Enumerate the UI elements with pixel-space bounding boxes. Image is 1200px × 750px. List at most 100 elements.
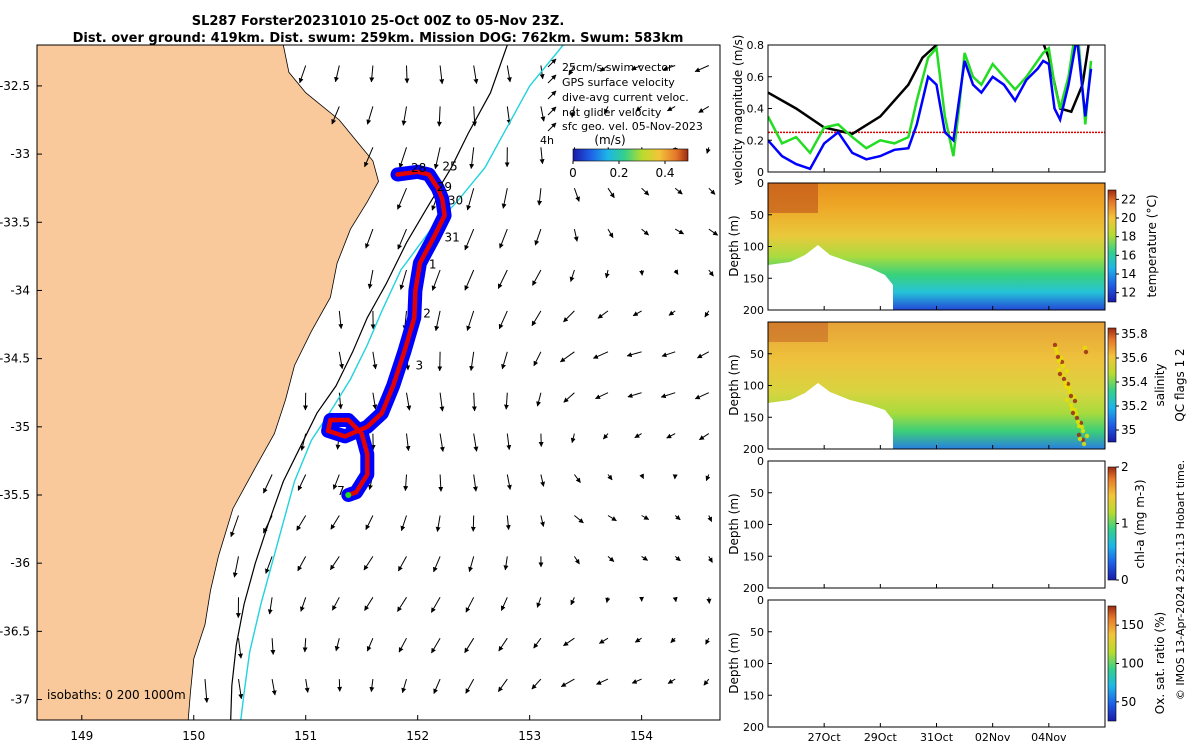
qc-flags-label: QC flags 1 2	[1173, 348, 1187, 421]
geo-velocity-arrow	[598, 637, 609, 644]
geo-velocity-arrow	[498, 310, 508, 330]
qc-flag-dot	[1080, 428, 1086, 434]
geo-velocity-arrow	[534, 228, 542, 246]
geo-velocity-arrow	[708, 719, 709, 720]
velocity-y-tick-label: 0.4	[747, 103, 765, 116]
geo-velocity-arrow	[365, 228, 374, 249]
geo-velocity-arrow	[400, 515, 407, 532]
colorbar-tick-label: 100	[1121, 657, 1144, 671]
qc-flag-dot	[1081, 441, 1087, 447]
geo-velocity-arrow	[435, 515, 441, 532]
qc-flag-dot	[1064, 368, 1070, 374]
geo-velocity-arrow	[506, 65, 512, 83]
qc-flag-dot	[1076, 432, 1082, 438]
geo-velocity-arrow	[631, 678, 642, 684]
geo-velocity-arrow	[505, 515, 511, 531]
qc-flag-dot	[1057, 371, 1063, 377]
geo-velocity-arrow	[596, 678, 609, 685]
geo-velocity-arrow	[597, 310, 609, 319]
geo-velocity-arrow	[397, 597, 407, 612]
geo-velocity-arrow	[497, 678, 508, 693]
geo-velocity-arrow	[434, 310, 441, 332]
qc-flag-dots	[1052, 342, 1090, 447]
geo-velocity-arrow	[363, 556, 374, 571]
geo-velocity-arrow	[563, 310, 575, 323]
temperature-y-ticks: 0 50 100 150 200	[743, 177, 772, 317]
legend-gps-label: GPS surface velocity	[562, 76, 675, 89]
legend-dive-label: dive-avg current veloc.	[562, 91, 689, 104]
geo-velocity-arrow	[537, 188, 543, 206]
geo-velocity-arrow	[660, 392, 676, 399]
geo-velocity-arrow	[632, 310, 642, 317]
geo-velocity-arrow	[531, 310, 542, 327]
temperature-colorbar	[1107, 189, 1117, 303]
map-y-tick-label: -34	[10, 283, 30, 297]
geo-velocity-arrow	[271, 679, 277, 696]
oxygen-frame	[767, 599, 1106, 728]
qc-flag-dot	[1067, 389, 1073, 395]
geo-velocity-arrow	[627, 392, 642, 398]
day-label: 2	[423, 307, 431, 321]
geo-velocity-arrow	[531, 678, 542, 690]
chla-frame	[767, 460, 1106, 589]
map-y-tick-label: -37	[10, 693, 30, 707]
geo-velocity-arrow	[540, 474, 546, 487]
geo-velocity-arrow	[607, 515, 617, 522]
velocity-y-tick-label: 0.8	[747, 39, 765, 52]
colorbar-tick-label: 35.4	[1121, 375, 1148, 389]
geo-velocity-arrow	[299, 597, 307, 612]
map-frame	[36, 44, 721, 721]
geo-velocity-arrow	[468, 556, 475, 573]
colorbar-tick-label: 35.8	[1121, 327, 1148, 341]
geo-velocity-arrow	[469, 147, 475, 169]
colorbar-tick-label: 0	[1121, 573, 1129, 587]
isobath-200m	[240, 45, 564, 720]
velocity-y-tick-label: 0.2	[747, 134, 765, 147]
geo-velocity-arrow	[698, 105, 710, 113]
geo-velocity-arrow	[673, 269, 679, 275]
geo-velocity-arrow	[433, 147, 441, 170]
qc-flag-dot	[1063, 384, 1069, 390]
salinity-colorbar-ticks: 35 35.2 35.4 35.6 35.8	[1116, 327, 1148, 437]
geo-velocity-arrow	[708, 269, 714, 277]
geo-velocity-arrow	[705, 637, 710, 645]
geo-velocity-arrow	[430, 597, 441, 613]
geo-velocity-arrow	[272, 719, 273, 720]
map-colorbar-tick-label: 0	[569, 166, 577, 180]
map-y-tick-label: -35	[10, 420, 30, 434]
geo-velocity-arrow	[632, 719, 642, 720]
imos-footer: © IMOS 13-Apr-2024 23:21:13 Hobart time.	[1174, 460, 1187, 700]
legend-swim-label: 25cm/s swim vector	[562, 61, 673, 74]
geo-velocity-arrow	[706, 597, 712, 604]
geo-velocity-arrow	[641, 515, 650, 520]
velocity-series	[768, 45, 1093, 171]
geo-velocity-arrow	[504, 392, 509, 410]
velocity-y-tick-label: 0.6	[747, 71, 765, 84]
geo-velocity-arrow	[338, 351, 344, 370]
geo-velocity-arrow	[704, 310, 710, 318]
map-x-ticks: 149 150 151 152 153 154	[70, 715, 653, 743]
qc-flag-dot	[1077, 436, 1083, 442]
salinity-colorbar	[1107, 327, 1117, 443]
geo-velocity-arrow	[639, 269, 645, 276]
geo-velocity-arrow	[329, 556, 340, 571]
geo-velocity-arrow	[568, 65, 575, 76]
geo-velocity-arrow	[631, 65, 642, 71]
geo-velocity-arrow	[372, 719, 374, 720]
date-tick-label: 04Nov	[1031, 731, 1067, 744]
geo-velocity-arrow	[500, 597, 508, 611]
geo-velocity-arrow	[406, 392, 412, 411]
depth-tick-label: 200	[743, 582, 764, 595]
qc-flag-dot	[1069, 406, 1075, 412]
geo-velocity-arrow	[668, 310, 676, 316]
geo-velocity-arrow	[204, 679, 210, 703]
map-y-tick-label: -34.5	[0, 352, 30, 366]
qc-flag-dot	[1075, 419, 1081, 425]
geo-velocity-arrow	[232, 556, 239, 578]
colorbar-tick-label: 14	[1121, 267, 1136, 281]
geo-velocity-arrow	[433, 678, 441, 694]
geo-velocity-arrow	[439, 719, 441, 720]
geo-velocity-arrow	[464, 228, 475, 251]
depth-tick-label: 200	[743, 304, 764, 317]
geo-velocity-arrow	[540, 106, 546, 122]
